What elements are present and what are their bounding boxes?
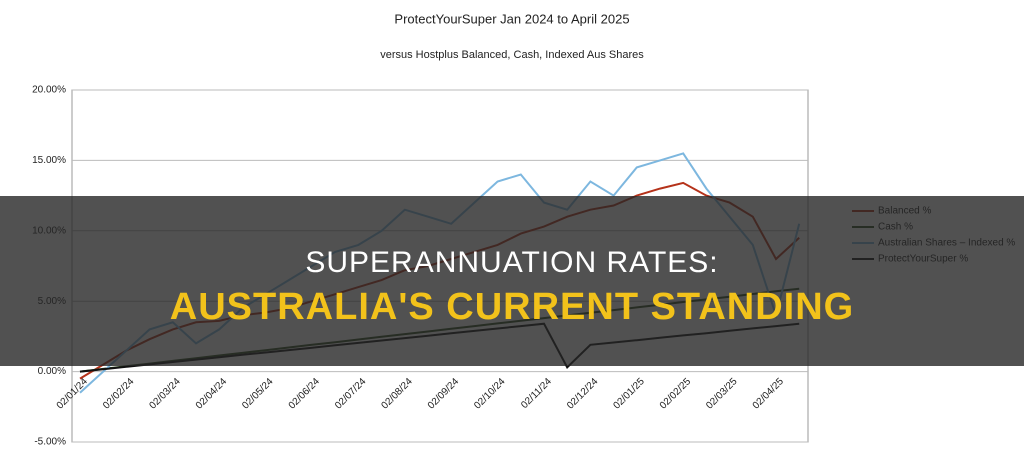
chart-title: ProtectYourSuper Jan 2024 to April 2025 <box>394 11 629 26</box>
y-tick-label: 15.00% <box>32 155 66 166</box>
y-tick-label: 0.00% <box>38 366 66 377</box>
banner-title: SUPERANNUATION RATES: <box>305 246 718 279</box>
y-tick-label: 20.00% <box>32 85 66 96</box>
y-tick-label: -5.00% <box>34 437 66 448</box>
banner-subtitle: AUSTRALIA'S CURRENT STANDING <box>170 286 854 328</box>
banner-band <box>0 196 1024 366</box>
chart-subtitle: versus Hostplus Balanced, Cash, Indexed … <box>380 49 644 61</box>
